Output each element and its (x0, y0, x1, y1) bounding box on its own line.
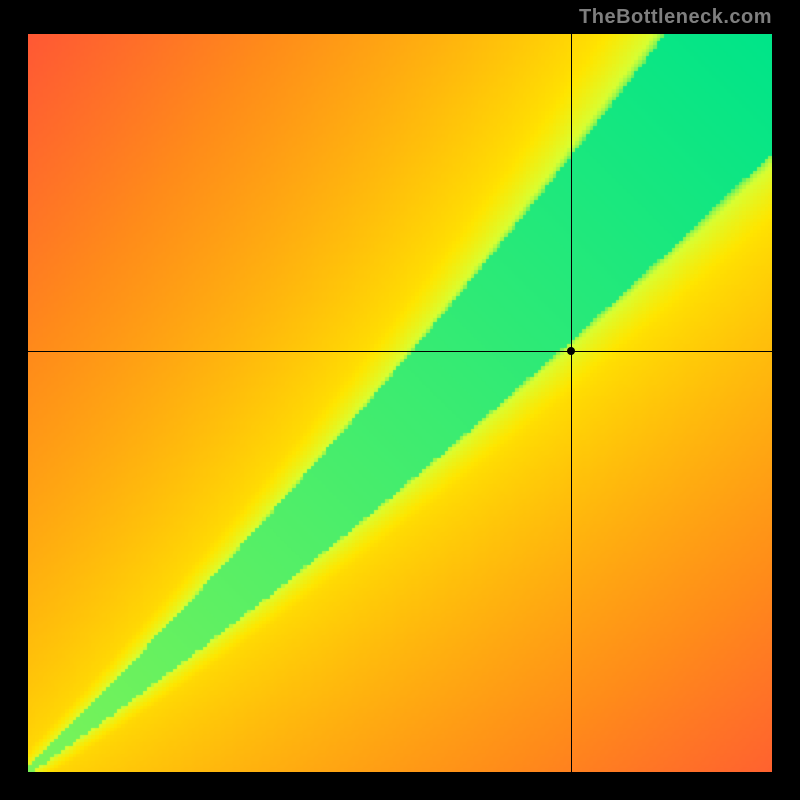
crosshair-horizontal (28, 351, 772, 352)
heatmap-canvas (28, 34, 772, 772)
watermark-text: TheBottleneck.com (579, 6, 772, 29)
crosshair-vertical (571, 34, 572, 772)
plot-area (28, 34, 772, 772)
